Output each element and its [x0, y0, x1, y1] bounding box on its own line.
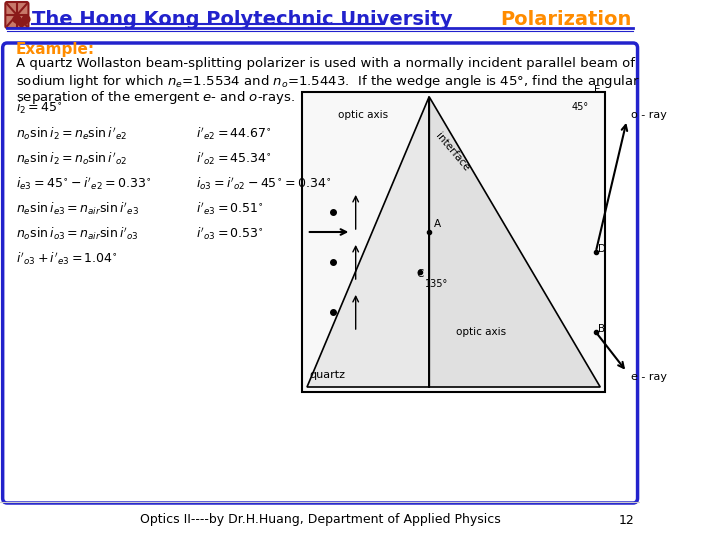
- Text: optic axis: optic axis: [338, 110, 388, 120]
- Text: $i'_{o3} + i'_{e3} = 1.04^{\circ}$: $i'_{o3} + i'_{e3} = 1.04^{\circ}$: [16, 250, 118, 267]
- Text: A quartz Wollaston beam-splitting polarizer is used with a normally incident par: A quartz Wollaston beam-splitting polari…: [16, 57, 635, 70]
- Text: Optics II----by Dr.H.Huang, Department of Applied Physics: Optics II----by Dr.H.Huang, Department o…: [140, 514, 500, 526]
- Text: $i_2 = 45^{\circ}$: $i_2 = 45^{\circ}$: [16, 100, 63, 116]
- Text: D: D: [598, 244, 606, 254]
- Text: Example:: Example:: [16, 42, 95, 57]
- Text: sodium light for which $n_e$=1.5534 and $n_o$=1.5443.  If the wedge angle is 45°: sodium light for which $n_e$=1.5534 and …: [16, 73, 640, 90]
- Text: $n_e \sin i_2 = n_o \sin i'_{o2}$: $n_e \sin i_2 = n_o \sin i'_{o2}$: [16, 150, 127, 167]
- Bar: [302, 92, 605, 392]
- Text: $i'_{o2} = 45.34^{\circ}$: $i'_{o2} = 45.34^{\circ}$: [196, 150, 271, 167]
- Text: C: C: [416, 269, 423, 279]
- Text: 45°: 45°: [572, 102, 589, 112]
- Text: $n_o \sin i_2 = n_e \sin i'_{e2}$: $n_o \sin i_2 = n_e \sin i'_{e2}$: [16, 125, 127, 141]
- Text: $n_e \sin i_{e3} = n_{air} \sin i'_{e3}$: $n_e \sin i_{e3} = n_{air} \sin i'_{e3}$: [16, 200, 139, 217]
- Text: quartz: quartz: [310, 370, 346, 380]
- Polygon shape: [307, 97, 429, 387]
- Text: E: E: [594, 85, 600, 95]
- Text: $n_o \sin i_{o3} = n_{air} \sin i'_{o3}$: $n_o \sin i_{o3} = n_{air} \sin i'_{o3}$: [16, 225, 139, 241]
- Text: The Hong Kong Polytechnic University: The Hong Kong Polytechnic University: [32, 10, 453, 29]
- Text: $i'_{e3} = 0.51^{\circ}$: $i'_{e3} = 0.51^{\circ}$: [196, 200, 264, 217]
- Text: 12: 12: [619, 514, 635, 526]
- Text: $i'_{e2} = 44.67^{\circ}$: $i'_{e2} = 44.67^{\circ}$: [196, 125, 271, 141]
- Text: o - ray: o - ray: [631, 110, 667, 120]
- FancyBboxPatch shape: [3, 43, 638, 503]
- Text: $i'_{o3} = 0.53^{\circ}$: $i'_{o3} = 0.53^{\circ}$: [196, 225, 264, 241]
- Text: 135°: 135°: [425, 279, 448, 289]
- Text: optic axis: optic axis: [456, 327, 506, 337]
- FancyBboxPatch shape: [5, 2, 29, 28]
- Text: ❤: ❤: [11, 12, 32, 36]
- Text: A: A: [433, 219, 441, 229]
- Text: interface: interface: [433, 131, 472, 173]
- Text: $i_{o3} = i'_{o2} - 45^{\circ} = 0.34^{\circ}$: $i_{o3} = i'_{o2} - 45^{\circ} = 0.34^{\…: [196, 175, 331, 192]
- Text: Polarization: Polarization: [500, 10, 631, 29]
- Text: B: B: [598, 324, 605, 334]
- Text: e - ray: e - ray: [631, 372, 667, 382]
- Text: separation of the emergent $e$- and $o$-rays.: separation of the emergent $e$- and $o$-…: [16, 89, 295, 106]
- Polygon shape: [429, 97, 600, 387]
- Text: $i_{e3} = 45^{\circ} - i'_{e2} = 0.33^{\circ}$: $i_{e3} = 45^{\circ} - i'_{e2} = 0.33^{\…: [16, 175, 151, 192]
